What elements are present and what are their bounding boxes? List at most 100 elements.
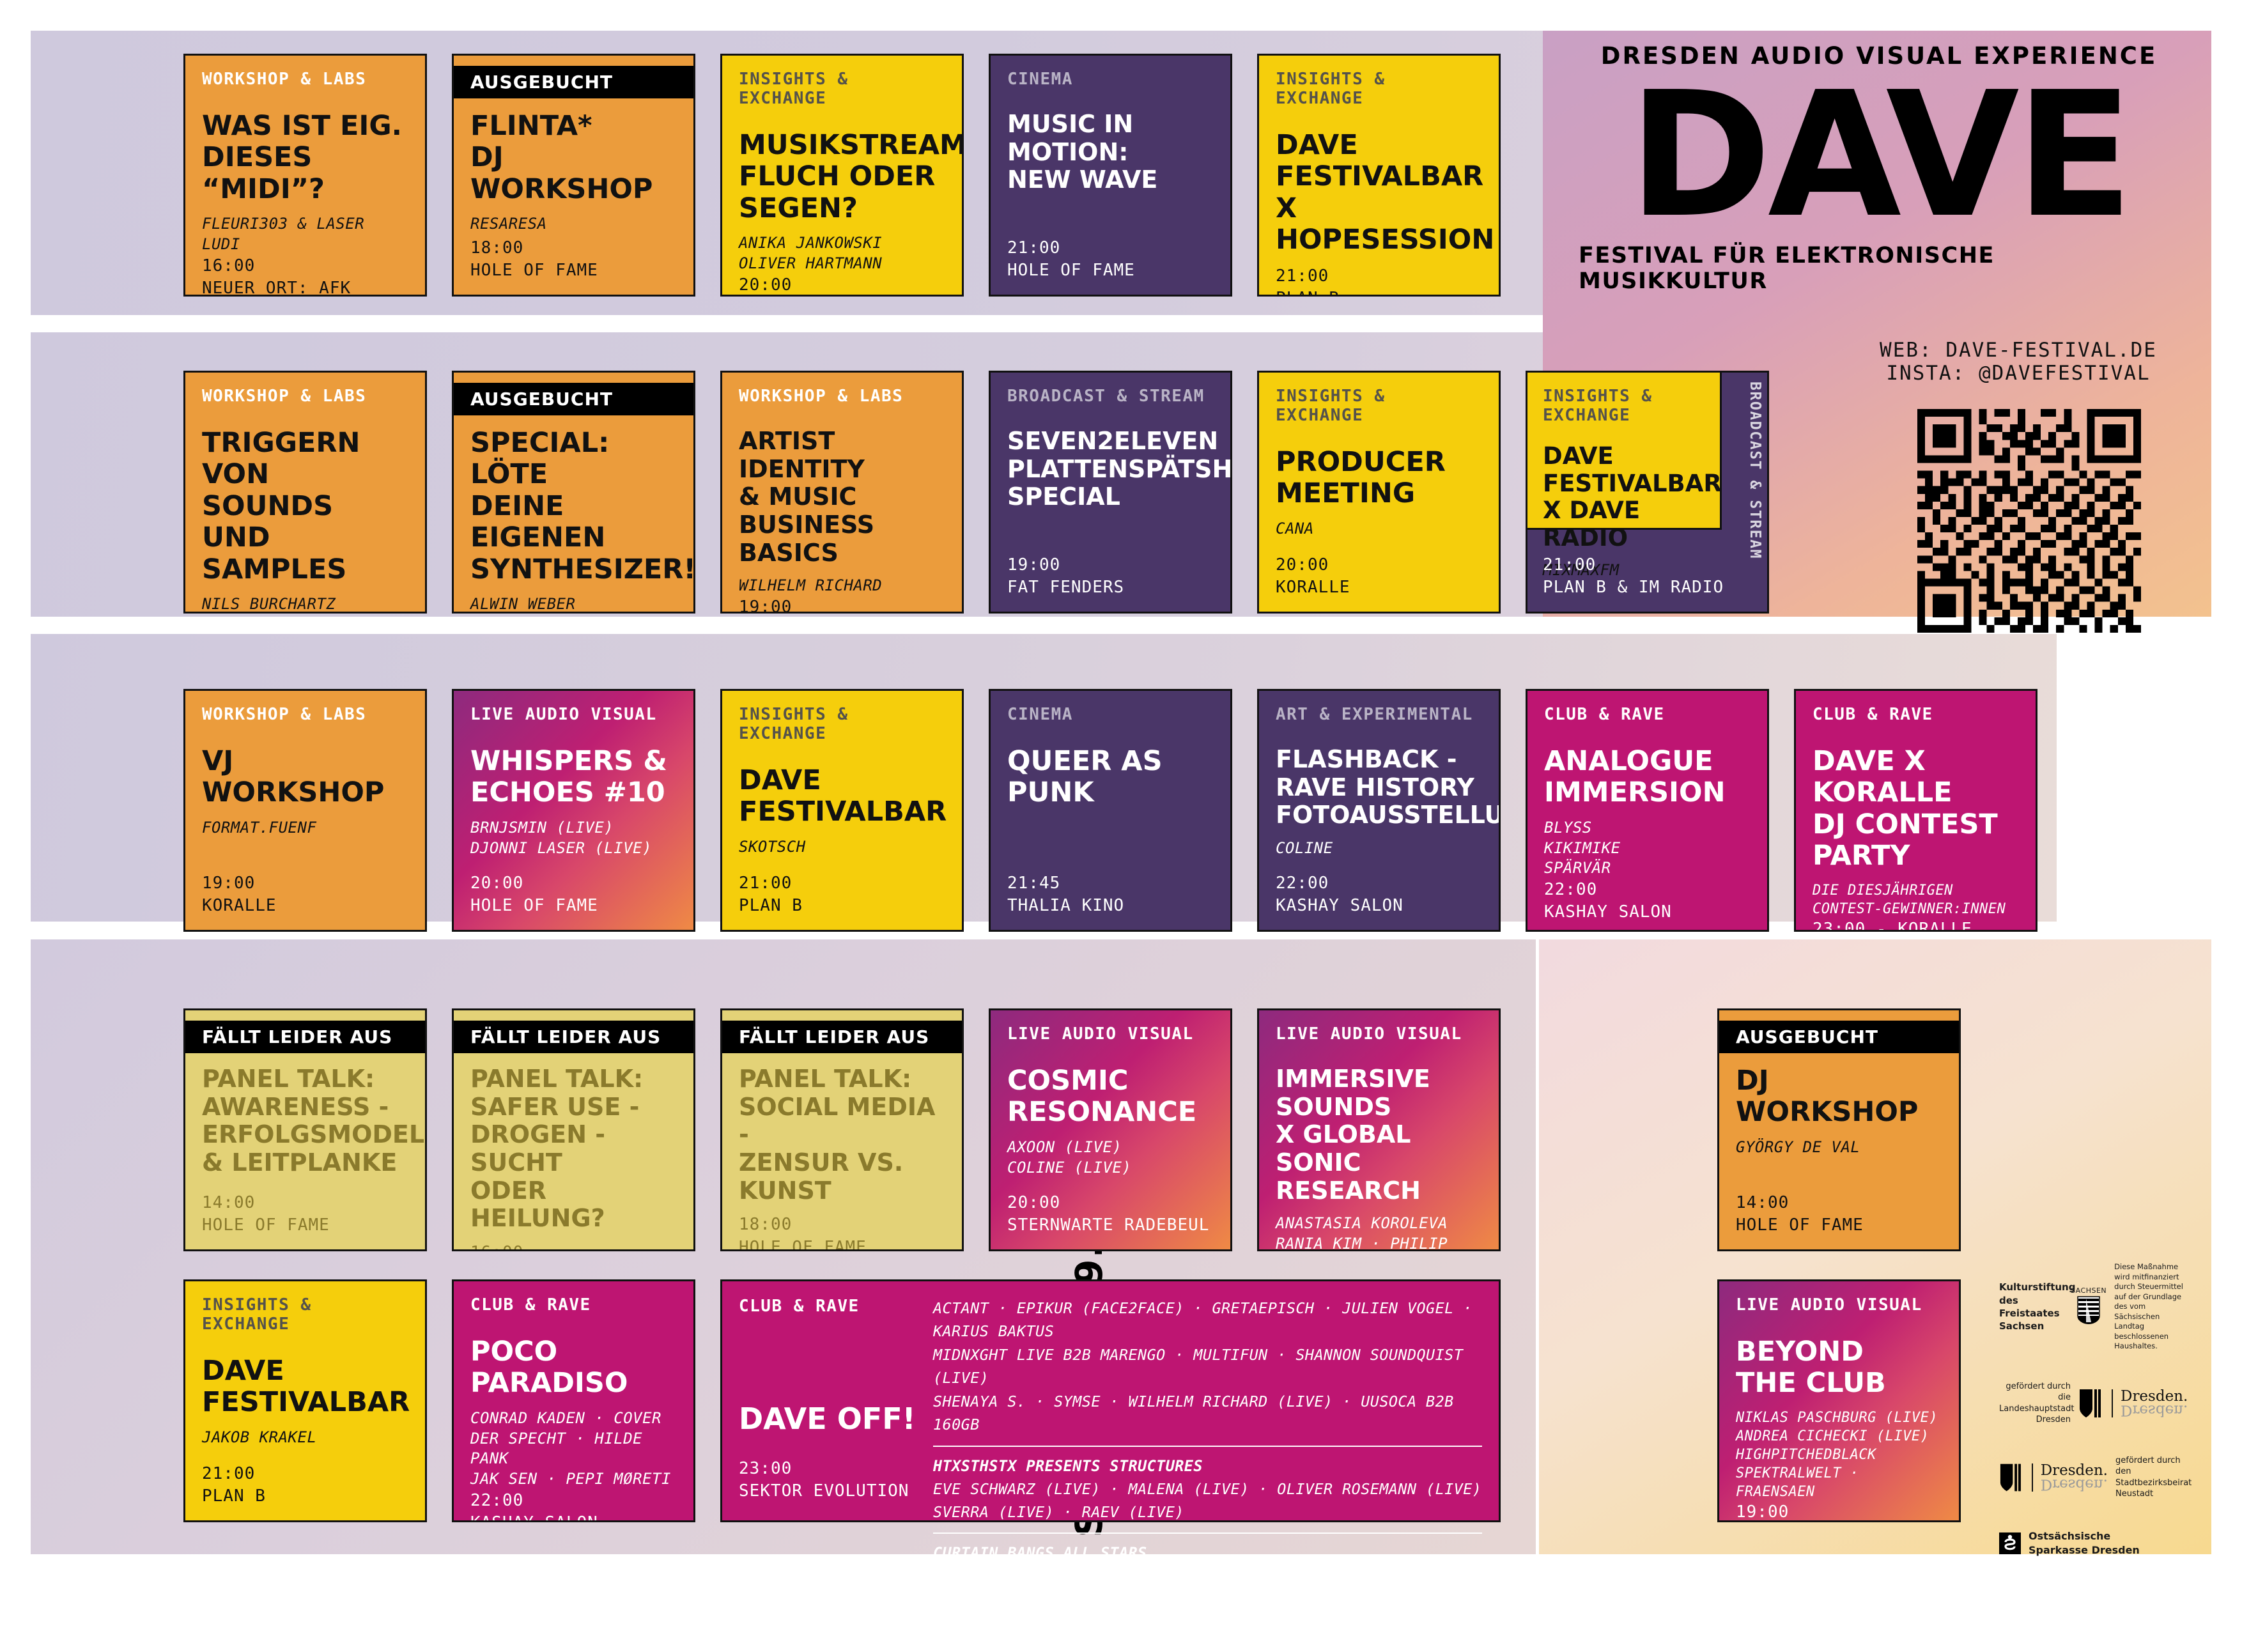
event-card-dave-off[interactable]: CLUB & RAVE DAVE OFF! 23:00 SEKTOR EVOLU…	[720, 1279, 1501, 1522]
event-card[interactable]: INSIGHTS & EXCHANGE DAVE FESTIVALBAR X D…	[1526, 371, 1769, 614]
event-title: PANEL TALK: SOCIAL MEDIA - ZENSUR VS. KU…	[739, 1065, 945, 1205]
event-title: DAVE OFF!	[739, 1401, 916, 1436]
event-time: 20:00	[739, 274, 945, 297]
event-title: ARTIST IDENTITY & MUSIC BUSINESS BASICS	[739, 428, 945, 567]
event-card[interactable]: CLUB & RAVE POCO PARADISO CONRAD KADEN ·…	[452, 1279, 695, 1522]
event-card[interactable]: CLUB & RAVE ANALOGUE IMMERSION BLYSS KIK…	[1526, 689, 1769, 932]
event-category: BROADCAST & STREAM	[1007, 387, 1214, 406]
event-title: ANALOGUE IMMERSION	[1544, 746, 1751, 809]
event-artists: RESARESA	[470, 214, 677, 235]
event-card[interactable]: CINEMA QUEER AS PUNK 21:45 THALIA KINO	[989, 689, 1232, 932]
event-venue: HOLE OF FAME	[470, 895, 677, 917]
event-card[interactable]: LIVE AUDIO VISUAL BEYOND THE CLUB NIKLAS…	[1717, 1279, 1961, 1522]
event-card[interactable]: WORKSHOP & LABS VJ WORKSHOP FORMAT.FUENF…	[183, 689, 427, 932]
event-card[interactable]: CLUB & RAVE DAVE X KORALLE DJ CONTEST PA…	[1794, 689, 2037, 932]
event-card[interactable]: LIVE AUDIO VISUAL IMMERSIVE SOUNDS X GLO…	[1257, 1008, 1501, 1251]
event-venue: STERNWARTE RADEBEUL	[1007, 1214, 1214, 1237]
event-category: WORKSHOP & LABS	[202, 387, 408, 406]
sponsor-note: gefördert durch den Stadtbezirksbeirat N…	[2115, 1455, 2191, 1500]
event-footer: 14:00 HOLE OF FAME	[202, 1192, 408, 1249]
event-card[interactable]: LIVE AUDIO VISUAL COSMIC RESONANCE AXOON…	[989, 1008, 1232, 1251]
event-card[interactable]: WORKSHOP & LABS TRIGGERN VON SOUNDS UND …	[183, 371, 427, 614]
event-card[interactable]: INSIGHTS & EXCHANGE DAVE FESTIVALBAR SKO…	[720, 689, 964, 932]
event-card[interactable]: INSIGHTS & EXCHANGE MUSIKSTREAMING FLUCH…	[720, 54, 964, 297]
event-artists: DIE DIESJÄHRIGEN CONTEST-GEWINNER:INNEN	[1813, 881, 2019, 918]
contact-block: WEB: DAVE-FESTIVAL.DE INSTA: @DAVEFESTIV…	[1827, 339, 2210, 385]
event-time: 22:00	[1276, 872, 1482, 895]
event-footer: 22:00 KASHAY SALON	[1276, 872, 1482, 930]
event-card[interactable]: AUSGEBUCHT FLINTA* DJ WORKSHOP RESARESA …	[452, 54, 695, 297]
dresden-crest-icon	[1999, 1463, 2024, 1492]
lineup-column: ACTANT · EPIKUR (FACE2FACE) · GRETAEPISC…	[933, 1297, 1482, 1505]
event-title: VJ WORKSHOP	[202, 746, 408, 809]
event-venue: THALIA KINO	[1007, 895, 1214, 917]
sponsor-row: Kulturstiftung des Freistaates Sachsen S…	[1999, 1262, 2191, 1352]
event-card[interactable]: INSIGHTS & EXCHANGE DAVE FESTIVALBAR X H…	[1257, 54, 1501, 297]
event-category: CLUB & RAVE	[739, 1297, 860, 1316]
event-category: INSIGHTS & EXCHANGE	[739, 705, 945, 743]
event-card[interactable]: WORKSHOP & LABS ARTIST IDENTITY & MUSIC …	[720, 371, 964, 614]
event-artists: FLEURI303 & LASER LUDI	[202, 214, 408, 254]
event-title: PRODUCER MEETING	[1276, 447, 1482, 510]
event-category: INSIGHTS & EXCHANGE	[1543, 387, 1705, 425]
event-category: CLUB & RAVE	[1813, 705, 2019, 724]
lineup-divider	[933, 1446, 1482, 1447]
event-venue: HOLE OF FAME	[739, 1237, 945, 1251]
event-title: DAVE X KORALLE DJ CONTEST PARTY	[1813, 746, 2019, 872]
event-category: CINEMA	[1007, 70, 1214, 89]
event-footer: 19:00 MARTIN-LUTHER-KIRCHE	[1736, 1501, 1942, 1522]
event-card[interactable]: INSIGHTS & EXCHANGE DAVE FESTIVALBAR JAK…	[183, 1279, 427, 1522]
lineup-line: EVE SCHWARZ (LIVE) · MALENA (LIVE) · OLI…	[933, 1478, 1482, 1501]
ostsaechsische-sparkasse-dresden-logo: Ostsächsische Sparkasse Dresden	[2029, 1529, 2140, 1557]
event-card[interactable]: LIVE AUDIO VISUAL WHISPERS & ECHOES #10 …	[452, 689, 695, 932]
event-card[interactable]: CINEMA MUSIC IN MOTION: NEW WAVE 21:00 H…	[989, 54, 1232, 297]
event-artists: CONRAD KADEN · COVER DER SPECHT · HILDE …	[470, 1409, 677, 1490]
event-footer: 23:00 - KORALLE	[1813, 918, 2019, 932]
event-footer: 21:00 HOLE OF FAME	[1007, 237, 1214, 295]
lineup-divider	[933, 1532, 1482, 1534]
web-url[interactable]: WEB: DAVE-FESTIVAL.DE	[1827, 339, 2210, 362]
event-card[interactable]: AUSGEBUCHT SPECIAL: LÖTE DEINE EIGENEN S…	[452, 371, 695, 614]
event-time: 19:00	[1736, 1501, 1942, 1522]
status-badge: AUSGEBUCHT	[452, 66, 695, 98]
event-time: 14:00	[202, 1192, 408, 1214]
event-time: 22:00	[470, 1490, 677, 1512]
qr-code[interactable]	[1917, 409, 2141, 633]
event-card[interactable]: AUSGEBUCHT DJ WORKSHOP GYÖRGY DE VAL 14:…	[1717, 1008, 1961, 1251]
event-venue: PLAN B & IM RADIO	[1543, 576, 1724, 599]
event-venue: NEUER ORT: AFK STUDIO	[202, 277, 408, 297]
day-label-saturday: SAMSTAG 08.11.	[0, 1175, 83, 1537]
event-title: FLINTA* DJ WORKSHOP	[470, 111, 677, 205]
event-category: CINEMA	[1007, 705, 1214, 724]
event-artists: NIKLAS PASCHBURG (LIVE) ANDREA CICHECKI …	[1736, 1409, 1942, 1501]
event-venue: KASHAY SALON	[470, 1512, 677, 1522]
event-title: SEVEN2ELEVEN PLATTENSPÄTSHOP SPECIAL	[1007, 428, 1214, 511]
event-title: POCO PARADISO	[470, 1336, 677, 1400]
event-card[interactable]: INSIGHTS & EXCHANGE PRODUCER MEETING CAN…	[1257, 371, 1501, 614]
event-title: WAS IST EIG. DIESES “MIDI”?	[202, 111, 408, 205]
event-title: DJ WORKSHOP	[1736, 1065, 1942, 1129]
event-card[interactable]: FÄLLT LEIDER AUS PANEL TALK: SAFER USE -…	[452, 1008, 695, 1251]
event-side-category: BROADCAST & STREAM	[1747, 382, 1763, 573]
lineup-heading: CURTAIN BANGS ALL STARS	[933, 1544, 1482, 1562]
event-card[interactable]: FÄLLT LEIDER AUS PANEL TALK: AWARENESS -…	[183, 1008, 427, 1251]
event-title: PANEL TALK: SAFER USE - DROGEN - SUCHT O…	[470, 1065, 677, 1233]
event-time: 19:00	[1007, 554, 1214, 576]
festival-program-poster: DRESDEN AUDIO VISUAL EXPERIENCE DAVE FES…	[0, 0, 2242, 1585]
event-card[interactable]: WORKSHOP & LABS WAS IST EIG. DIESES “MID…	[183, 54, 427, 297]
event-title: FLASHBACK - RAVE HISTORY FOTOAUSSTELLUNG	[1276, 746, 1482, 830]
event-title: SPECIAL: LÖTE DEINE EIGENEN SYNTHESIZER!	[470, 428, 677, 585]
event-card[interactable]: ART & EXPERIMENTAL FLASHBACK - RAVE HIST…	[1257, 689, 1501, 932]
event-venue: PLAN B	[1276, 288, 1482, 297]
event-category: INSIGHTS & EXCHANGE	[202, 1295, 408, 1334]
event-title: DAVE FESTIVALBAR	[739, 765, 945, 828]
event-venue: HOLE OF FAME	[202, 1214, 408, 1237]
event-card[interactable]: FÄLLT LEIDER AUS PANEL TALK: SOCIAL MEDI…	[720, 1008, 964, 1251]
event-title: TRIGGERN VON SOUNDS UND SAMPLES	[202, 428, 408, 585]
event-artists: GYÖRGY DE VAL	[1736, 1138, 1942, 1158]
event-footer: 22:00 KASHAY SALON	[470, 1490, 677, 1522]
event-card[interactable]: BROADCAST & STREAM SEVEN2ELEVEN PLATTENS…	[989, 371, 1232, 614]
logo-tagline-bottom: FESTIVAL FÜR ELEKTRONISCHE MUSIKKULTUR	[1579, 243, 2179, 294]
instagram-handle[interactable]: INSTA: @DAVEFESTIVAL	[1827, 362, 2210, 385]
event-category: INSIGHTS & EXCHANGE	[739, 70, 945, 108]
